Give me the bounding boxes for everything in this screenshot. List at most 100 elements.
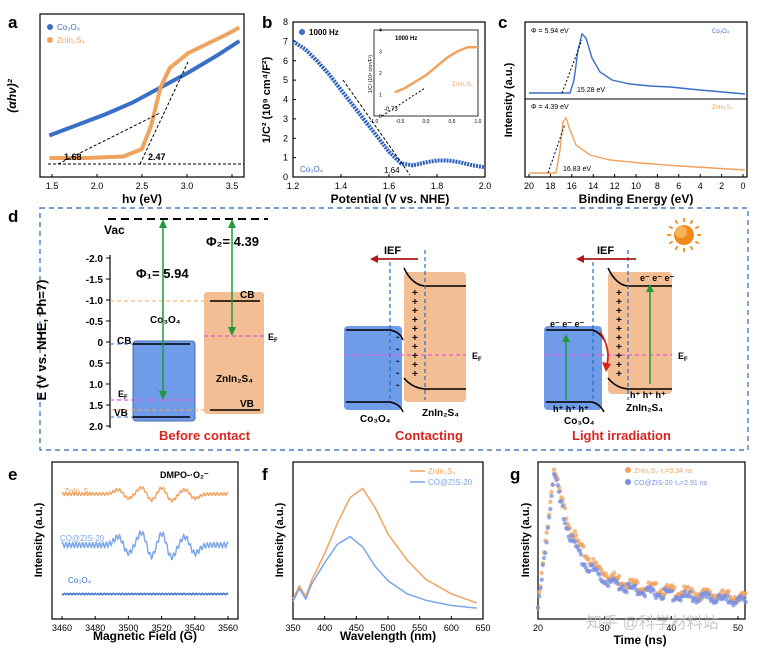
tick-label: 3: [283, 114, 288, 124]
data-point: [539, 570, 544, 576]
tick-label: 12: [610, 181, 620, 191]
zn-block-light: [608, 272, 672, 394]
plus-sign: +: [412, 360, 418, 371]
xlabel-c: Binding Energy (eV): [579, 192, 694, 206]
inset-tick-label: -1.0: [370, 119, 379, 125]
plus-sign: +: [616, 288, 622, 299]
tick-label: -1.0: [86, 296, 104, 307]
scatter-points-g: [535, 467, 748, 611]
ylabel-b: 1/C² (10⁹ cm⁴/F²): [261, 56, 273, 143]
sun-ray: [674, 245, 679, 251]
legend-marker-b: [299, 29, 305, 35]
tick-label: 3560: [218, 623, 238, 633]
minus-sign: -: [396, 332, 399, 343]
phi2-arrow-head-up: [228, 219, 236, 228]
panel-d-frame: [39, 207, 749, 451]
data-point: [582, 562, 587, 567]
xlabel-a: hν (eV): [122, 192, 162, 206]
data-point: [615, 581, 621, 587]
tick-label: 1.4: [335, 181, 348, 191]
tick-label: 1.5: [46, 181, 59, 191]
plus-sign: +: [616, 324, 622, 335]
series-znin2s4-e: [61, 485, 229, 503]
series-co3o4-e: [61, 592, 229, 596]
data-point: [586, 556, 591, 561]
xlabel-e: Magnetic Field (G): [93, 629, 197, 643]
series-znin2s4-c: [529, 116, 746, 174]
data-point: [555, 482, 560, 488]
tick-label: 6: [676, 181, 681, 191]
co3o4-block-before: [132, 340, 196, 422]
axes-frame-g: [537, 461, 746, 620]
stage-contacting: Contacting: [395, 428, 463, 443]
data-point: [616, 573, 622, 579]
holes-zn: h⁺ h⁺ h⁺: [630, 390, 666, 400]
series-znin2s4-a: [49, 25, 241, 160]
series-co3o4-b: [291, 39, 486, 170]
ylabel-e: Intensity (a.u.): [33, 502, 45, 577]
ylabel-a: (αhν)²: [5, 78, 19, 112]
tick-label: 3540: [185, 623, 205, 633]
ylabel-c: Intensity (a.u.): [503, 62, 515, 137]
data-point: [672, 585, 677, 590]
panel-letter-a: a: [8, 13, 18, 32]
tick-label: 1.5: [89, 401, 103, 412]
stage-light-irradiation: Light irradiation: [572, 428, 671, 443]
co3o4-label-light: Co₃O₄: [564, 416, 595, 427]
data-point: [651, 588, 656, 593]
data-point: [597, 572, 602, 577]
ylabel-d: E (V vs. NHE, Ph=7): [34, 279, 49, 400]
data-point: [545, 525, 550, 531]
tick-label: 2.0: [91, 181, 104, 191]
holes-co: h⁺ h⁺ h⁺: [553, 404, 589, 414]
data-point: [560, 503, 565, 509]
co-ef-label: EF: [118, 389, 128, 401]
data-point: [635, 580, 640, 585]
tick-label: 400: [317, 623, 332, 633]
data-point: [570, 533, 575, 538]
data-point: [581, 544, 586, 549]
tick-label: 4: [698, 181, 703, 191]
excite-arrowhead-zn: [646, 284, 654, 292]
data-point: [566, 534, 571, 539]
label-zn-e: ZnIn₂S₄: [64, 487, 92, 496]
data-point: [539, 577, 544, 582]
data-point: [710, 596, 715, 602]
data-point: [726, 588, 731, 594]
xticks-c: 20 18 16 14 12 10 8 6 4 2 0: [524, 174, 746, 191]
tangent-zn-a: [139, 61, 189, 165]
panel-c: c Intensity (a.u.) Binding Energy (eV) 2…: [498, 13, 748, 206]
plus-sign: +: [616, 351, 622, 362]
inset-ticks: -1.0 -0.5 0.0 0.5 1.0 0 1 2 3 4: [370, 28, 482, 125]
data-point: [685, 584, 691, 590]
legend-zn-f: ZnIn₂S₄: [428, 467, 456, 476]
data-point: [537, 593, 542, 599]
inset-series-b: [394, 45, 478, 94]
xticks-a: 1.5 2.0 2.5 3.0 3.5: [46, 174, 238, 191]
legend-marker-zn-g: [625, 467, 631, 473]
legend-zn-a: ZnIn₂S₄: [57, 36, 85, 45]
panel-letter-g: g: [510, 465, 520, 484]
inset-annot: -0.73: [384, 107, 398, 113]
data-point: [548, 499, 553, 504]
vac-label: Vac: [104, 223, 125, 237]
data-point: [720, 588, 725, 593]
plus-sign: +: [412, 351, 418, 362]
xticks-e: 3460 3480 3500 3520 3540 3560: [52, 616, 238, 633]
legend-cozis-f: CO@ZIS-20: [428, 478, 473, 487]
data-point: [546, 515, 552, 520]
tick-label: 4: [283, 95, 288, 105]
contact-zn-vb: [403, 377, 466, 390]
data-point: [706, 592, 711, 597]
data-point: [742, 595, 747, 601]
cutoff-zn: 16.83 eV: [563, 166, 591, 173]
data-point: [573, 533, 579, 538]
tick-label: 30: [600, 623, 610, 633]
charges-minus-contact: -----: [396, 332, 399, 391]
inset-tick-label: 3: [379, 50, 382, 56]
tick-label: 5: [283, 75, 288, 85]
tick-label: 14: [588, 181, 598, 191]
minus-sign: -: [396, 344, 399, 355]
data-point: [544, 530, 549, 535]
